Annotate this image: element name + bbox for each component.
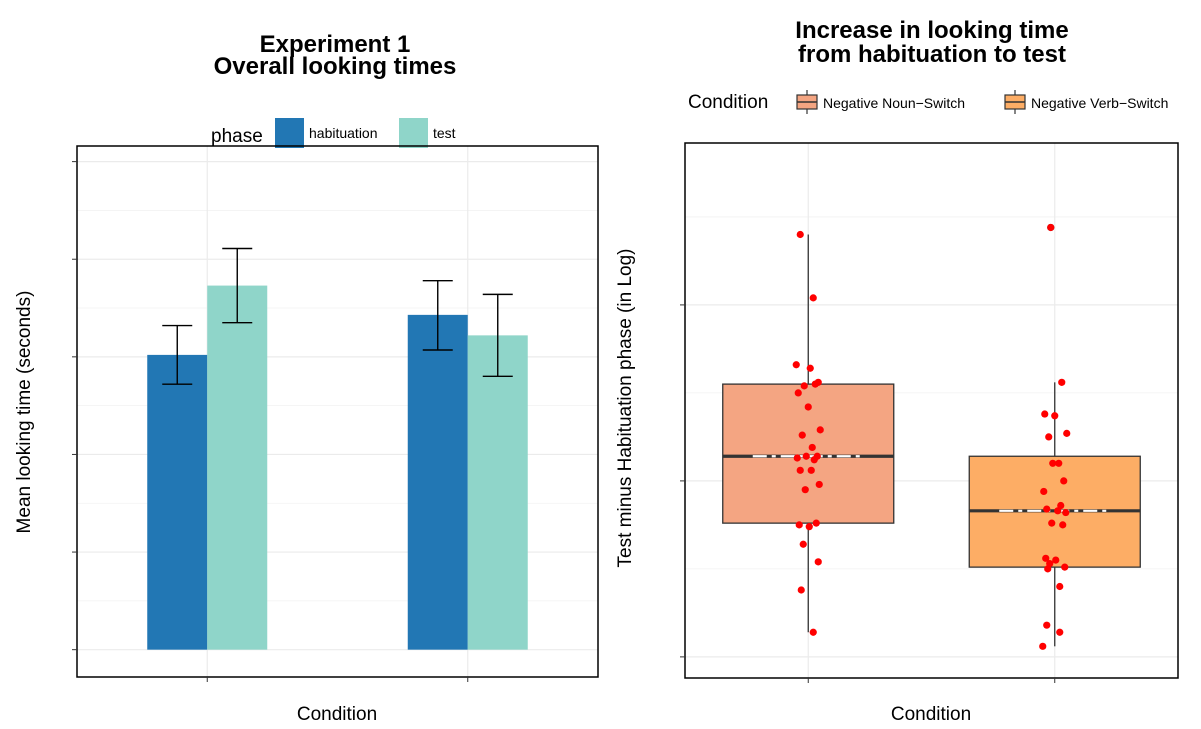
data-point xyxy=(800,382,808,390)
bar-chart-x-axis-title: Condition xyxy=(297,704,377,724)
data-point xyxy=(796,230,804,239)
box-chart: Increase in looking time from habituatio… xyxy=(615,17,1179,725)
data-point xyxy=(802,452,810,460)
data-point xyxy=(806,364,814,372)
box-legend-keys xyxy=(796,90,1026,114)
legend-swatch-habituation xyxy=(275,118,304,148)
data-point xyxy=(815,480,823,489)
data-point xyxy=(798,431,806,439)
data-point xyxy=(1047,223,1055,232)
box-chart-y-ticks xyxy=(680,304,685,658)
bar-chart-legend: phase habituation test xyxy=(211,118,456,148)
data-point xyxy=(801,486,809,494)
data-point xyxy=(810,456,818,464)
bar-chart-y-ticks xyxy=(72,161,77,651)
data-point xyxy=(1049,459,1057,467)
box-chart-x-ticks xyxy=(807,678,1056,683)
box-chart-title-line-2: from habituation to test xyxy=(798,41,1066,68)
data-point xyxy=(792,361,800,369)
data-point xyxy=(1056,628,1064,636)
bar-chart-title-line-1: Experiment 1 xyxy=(260,31,411,58)
box-chart-legend: Condition Negative Noun−Switch Negative … xyxy=(688,90,1168,114)
data-point xyxy=(804,403,812,411)
data-point xyxy=(812,519,820,527)
legend-label-noun-switch: Negative Noun−Switch xyxy=(823,95,965,111)
data-point xyxy=(1052,556,1060,564)
data-point xyxy=(808,443,816,452)
box-chart-x-axis-title: Condition xyxy=(891,704,971,724)
data-point xyxy=(794,389,802,397)
bar-chart-x-ticks xyxy=(206,677,469,682)
bar-chart-title-line-2: Overall looking times xyxy=(214,53,457,80)
data-point xyxy=(795,521,803,529)
bar-test xyxy=(207,285,268,650)
data-point xyxy=(1048,519,1056,527)
data-point xyxy=(809,628,817,636)
data-point xyxy=(1039,642,1047,650)
bar-chart-marks xyxy=(147,247,528,650)
data-point xyxy=(1060,477,1068,485)
data-point xyxy=(797,586,805,594)
box-legend-title: Condition xyxy=(688,92,768,113)
box-chart-y-axis-title: Test minus Habituation phase (in Log) xyxy=(615,249,636,568)
data-point xyxy=(1058,378,1066,386)
box-chart-panel-border xyxy=(684,142,1179,679)
legend-label-test: test xyxy=(433,125,456,141)
bar-test xyxy=(467,335,528,650)
bar-legend-title: phase xyxy=(211,126,263,147)
data-point xyxy=(1062,508,1070,517)
data-point xyxy=(1043,621,1051,629)
data-point xyxy=(1042,554,1050,562)
data-point xyxy=(1043,505,1051,513)
data-point xyxy=(816,426,824,434)
data-point xyxy=(807,466,815,474)
box-chart-title-line-1: Increase in looking time xyxy=(795,17,1068,44)
bar-habituation xyxy=(407,314,468,650)
data-point xyxy=(1063,429,1071,437)
data-point xyxy=(1051,412,1059,420)
data-point xyxy=(1054,507,1062,515)
data-point xyxy=(796,466,804,474)
data-point xyxy=(1041,410,1049,418)
data-point xyxy=(1044,565,1052,573)
bar-chart-y-axis-title: Mean looking time (seconds) xyxy=(14,291,35,534)
bar-chart: Experiment 1 Overall looking times phase… xyxy=(14,31,599,725)
data-point xyxy=(1061,563,1069,571)
data-point xyxy=(1040,487,1048,496)
data-point xyxy=(1057,501,1065,510)
data-point xyxy=(1045,433,1053,441)
data-point xyxy=(1055,459,1063,467)
legend-label-verb-switch: Negative Verb−Switch xyxy=(1031,95,1168,111)
bar-habituation xyxy=(147,354,208,650)
legend-label-habituation: habituation xyxy=(309,125,378,141)
data-point xyxy=(1056,582,1064,591)
bar-chart-panel-border xyxy=(76,145,599,678)
legend-swatch-test xyxy=(399,118,428,148)
data-point xyxy=(799,540,807,548)
data-point xyxy=(811,380,819,388)
data-point xyxy=(814,558,822,566)
data-point xyxy=(793,454,801,462)
data-point xyxy=(1059,521,1067,529)
box-chart-marks xyxy=(722,223,1141,650)
data-point xyxy=(805,523,813,531)
data-point xyxy=(809,294,817,302)
